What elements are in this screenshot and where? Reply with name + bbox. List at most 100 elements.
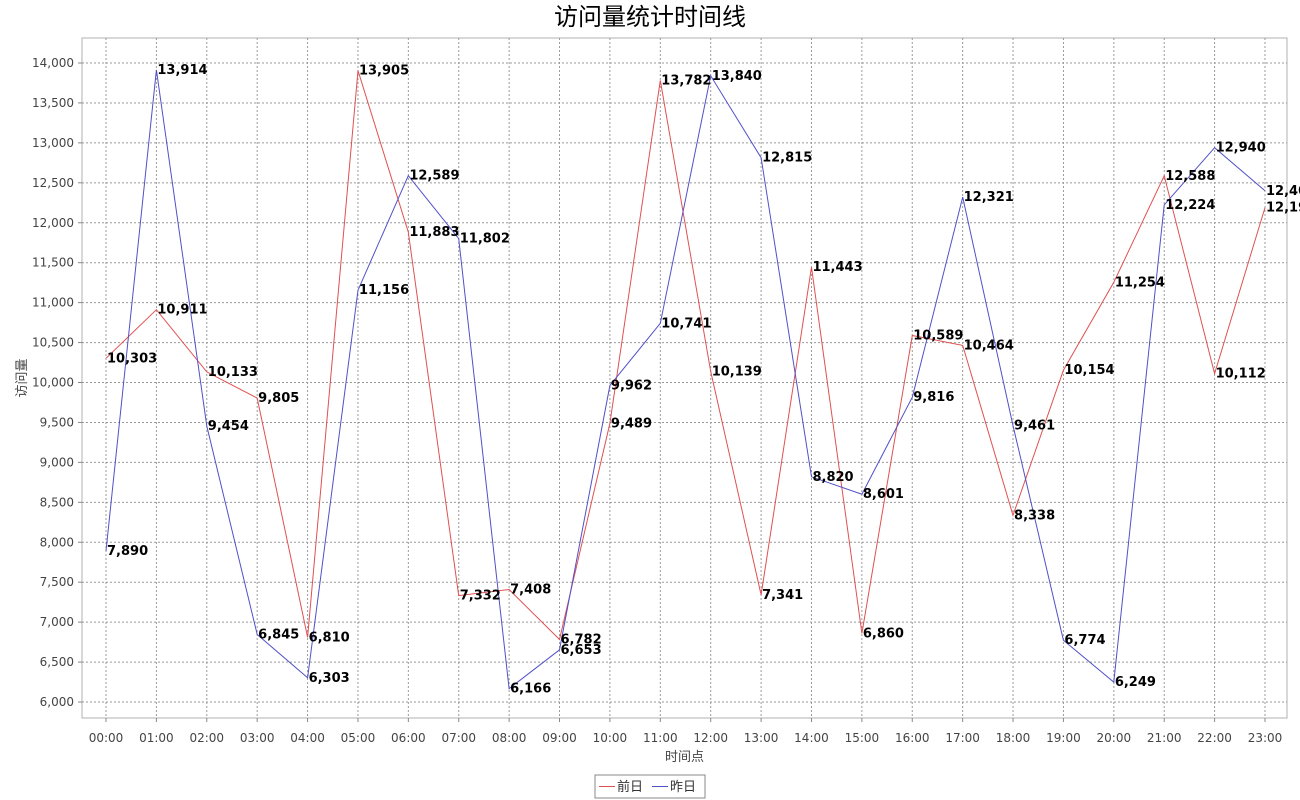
y-tick-label: 11,000	[32, 296, 74, 310]
y-tick-label: 7,500	[40, 575, 74, 589]
legend-entry: 前日	[617, 779, 643, 795]
data-label: 12,940	[1216, 141, 1266, 156]
data-label: 10,154	[1064, 363, 1114, 378]
x-tick-label: 08:00	[492, 731, 527, 745]
data-label: 10,139	[712, 364, 762, 379]
y-tick-label: 7,000	[40, 615, 74, 629]
data-label: 6,782	[561, 633, 602, 648]
data-label: 9,489	[611, 416, 652, 431]
y-tick-label: 13,000	[32, 136, 74, 150]
data-label: 10,133	[208, 365, 258, 380]
data-label: 10,112	[1216, 367, 1266, 382]
data-label: 13,782	[661, 73, 711, 88]
data-label: 12,321	[964, 190, 1014, 205]
y-tick-label: 8,500	[40, 495, 74, 509]
y-tick-label: 13,500	[32, 96, 74, 110]
x-tick-label: 21:00	[1147, 731, 1182, 745]
x-axis-label: 时间点	[665, 750, 704, 765]
data-label: 6,845	[258, 628, 299, 643]
x-tick-label: 03:00	[240, 731, 275, 745]
x-tick-label: 11:00	[643, 731, 678, 745]
data-label: 8,601	[863, 487, 904, 502]
data-label: 10,589	[913, 328, 963, 343]
data-label: 8,338	[1014, 508, 1055, 523]
data-label: 6,860	[863, 626, 904, 641]
x-tick-label: 19:00	[1046, 731, 1081, 745]
x-tick-label: 01:00	[139, 731, 174, 745]
x-tick-label: 05:00	[341, 731, 376, 745]
data-label: 10,911	[157, 303, 207, 318]
x-tick-label: 16:00	[895, 731, 930, 745]
data-label: 13,914	[157, 63, 207, 78]
x-tick-label: 18:00	[996, 731, 1031, 745]
y-tick-label: 12,500	[32, 176, 74, 190]
data-label: 6,303	[309, 671, 350, 686]
y-tick-label: 12,000	[32, 216, 74, 230]
y-tick-label: 10,500	[32, 336, 74, 350]
y-tick-label: 9,000	[40, 455, 74, 469]
plot-background	[81, 37, 1288, 719]
data-label: 11,883	[409, 225, 459, 240]
y-tick-label: 6,000	[40, 695, 74, 709]
x-tick-label: 07:00	[441, 731, 476, 745]
data-label: 6,774	[1064, 633, 1105, 648]
data-label: 6,810	[309, 630, 350, 645]
data-label: 7,890	[107, 544, 148, 559]
x-tick-label: 10:00	[593, 731, 628, 745]
data-label: 12,588	[1165, 169, 1215, 184]
x-axis: 00:00 01:00 02:00 03:00 04:00 05:00 06:00 07:00…	[89, 718, 1283, 745]
data-label: 11,443	[812, 260, 862, 275]
y-axis: 6,000 6,500 7,000 7,500 8,000 8,500 9,000 9,500…	[32, 56, 82, 709]
data-label: 10,741	[661, 316, 711, 331]
y-tick-label: 10,000	[32, 376, 74, 390]
y-axis-label: 访问量	[15, 358, 30, 397]
x-tick-label: 14:00	[794, 731, 829, 745]
data-label: 12,815	[762, 151, 812, 166]
x-tick-label: 12:00	[693, 731, 728, 745]
x-tick-label: 15:00	[845, 731, 880, 745]
y-tick-label: 11,500	[32, 256, 74, 270]
y-tick-label: 8,000	[40, 535, 74, 549]
data-label: 11,254	[1115, 275, 1165, 290]
data-label: 12,589	[409, 169, 459, 184]
data-label: 6,166	[510, 682, 551, 697]
series-line-yesterday	[105, 69, 1266, 690]
y-tick-label: 9,500	[40, 415, 74, 429]
series-lines	[105, 69, 1266, 690]
data-label: 11,156	[359, 283, 409, 298]
x-tick-label: 23:00	[1248, 731, 1283, 745]
series-line-before-yesterday	[105, 70, 1266, 641]
data-label: 6,249	[1115, 675, 1156, 690]
data-label: 12,190	[1266, 201, 1300, 216]
x-tick-label: 04:00	[290, 731, 325, 745]
x-tick-label: 09:00	[542, 731, 577, 745]
x-tick-label: 02:00	[189, 731, 224, 745]
data-label: 10,464	[964, 338, 1014, 353]
data-label: 9,461	[1014, 419, 1055, 434]
data-label: 6,653	[561, 643, 602, 658]
x-tick-label: 20:00	[1097, 731, 1132, 745]
x-tick-label: 06:00	[391, 731, 426, 745]
x-tick-label: 22:00	[1197, 731, 1232, 745]
data-label: 12,224	[1165, 198, 1215, 213]
y-tick-label: 14,000	[32, 56, 74, 70]
x-tick-label: 13:00	[744, 731, 779, 745]
data-label: 12,400	[1266, 184, 1300, 199]
data-label: 8,820	[812, 470, 853, 485]
data-label: 9,454	[208, 419, 249, 434]
chart-title: 访问量统计时间线	[554, 3, 746, 31]
data-label: 11,802	[460, 232, 510, 247]
data-label: 9,816	[913, 390, 954, 405]
y-tick-label: 6,500	[40, 655, 74, 669]
x-tick-label: 00:00	[89, 731, 124, 745]
x-tick-label: 17:00	[945, 731, 980, 745]
legend-entry: 昨日	[670, 780, 696, 795]
grid-lines	[82, 38, 1287, 718]
data-label: 13,840	[712, 69, 762, 84]
legend-box	[594, 774, 706, 799]
data-label: 7,341	[762, 588, 803, 603]
data-label: 7,332	[460, 589, 501, 604]
data-label: 7,408	[510, 583, 551, 598]
